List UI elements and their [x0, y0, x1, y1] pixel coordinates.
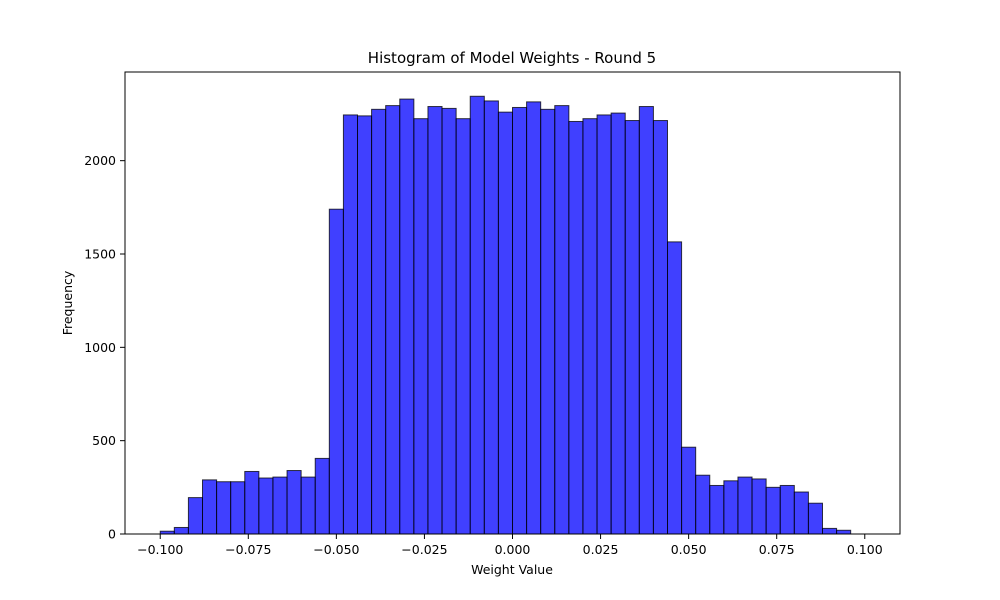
x-tick-label: −0.025: [401, 542, 447, 557]
histogram-bar: [512, 106, 528, 535]
histogram-bar: [314, 457, 330, 535]
histogram-bar: [497, 111, 514, 535]
y-tick-label: 0: [108, 527, 116, 542]
y-tick-label: 1500: [84, 247, 116, 262]
histogram-bar: [765, 486, 781, 535]
histogram-bar: [793, 491, 809, 535]
histogram-bar: [540, 108, 556, 535]
histogram-bar: [413, 118, 429, 535]
x-axis-ticks: −0.100 −0.075 −0.050 −0.025 0.000 0.025 0.050 0…: [137, 534, 883, 557]
histogram-bar: [342, 114, 359, 535]
histogram-bar: [357, 115, 373, 535]
y-axis-label: Frequency: [60, 270, 75, 335]
x-tick-label: −0.100: [137, 542, 183, 557]
histogram-bar: [596, 114, 612, 535]
histogram-bar: [328, 208, 344, 535]
chart-title: Histogram of Model Weights - Round 5: [368, 49, 656, 67]
histogram-bar: [455, 118, 471, 535]
histogram-bar: [610, 112, 626, 535]
histogram-bar: [202, 479, 218, 535]
x-axis-label: Weight Value: [471, 562, 553, 577]
histogram-bar: [244, 470, 260, 535]
y-tick-label: 500: [92, 433, 116, 448]
histogram-bar: [258, 477, 274, 535]
histogram-bar: [624, 120, 640, 535]
x-tick-label: 0.000: [495, 542, 531, 557]
histogram-bar: [385, 105, 401, 535]
histogram-bar: [427, 106, 443, 535]
histogram-bar: [807, 502, 823, 535]
histogram-bar: [582, 118, 598, 535]
histogram-bar: [681, 446, 697, 535]
histogram-bar: [779, 484, 795, 535]
histogram-bar: [399, 98, 415, 535]
y-tick-label: 2000: [84, 153, 116, 168]
histogram-bar: [483, 100, 499, 535]
histogram-bar: [723, 480, 739, 535]
histogram-bar: [695, 474, 711, 535]
histogram-bar: [173, 526, 189, 535]
histogram-bar: [638, 106, 654, 535]
histogram-bar: [709, 484, 725, 535]
histogram-bar: [737, 476, 753, 535]
histogram-bar: [652, 120, 668, 535]
histogram-bar: [272, 476, 288, 535]
histogram-bar: [554, 105, 570, 535]
histogram-bar: [751, 478, 767, 535]
histogram-bar: [230, 481, 246, 535]
x-tick-label: 0.075: [759, 542, 795, 557]
x-tick-label: 0.025: [583, 542, 619, 557]
y-axis-ticks: 0 500 1000 1500 2000: [84, 153, 125, 542]
histogram-bar: [568, 120, 584, 535]
histogram-bar: [286, 470, 302, 535]
histogram-bar: [667, 241, 683, 535]
histogram-bar: [216, 481, 232, 535]
histogram-bar: [187, 497, 204, 535]
bars-group: [159, 95, 852, 535]
histogram-bar: [526, 101, 542, 535]
x-tick-label: −0.050: [313, 542, 359, 557]
histogram-bar: [371, 108, 387, 535]
histogram-bar: [822, 527, 838, 535]
axes-frame: [124, 71, 901, 535]
y-tick-label: 1000: [84, 340, 116, 355]
histogram-bar: [469, 95, 485, 535]
x-tick-label: 0.050: [671, 542, 707, 557]
x-tick-label: −0.075: [225, 542, 271, 557]
histogram-bar: [836, 529, 852, 535]
x-tick-label: 0.100: [847, 542, 883, 557]
histogram-bar: [300, 476, 316, 535]
histogram-bar: [441, 107, 457, 535]
